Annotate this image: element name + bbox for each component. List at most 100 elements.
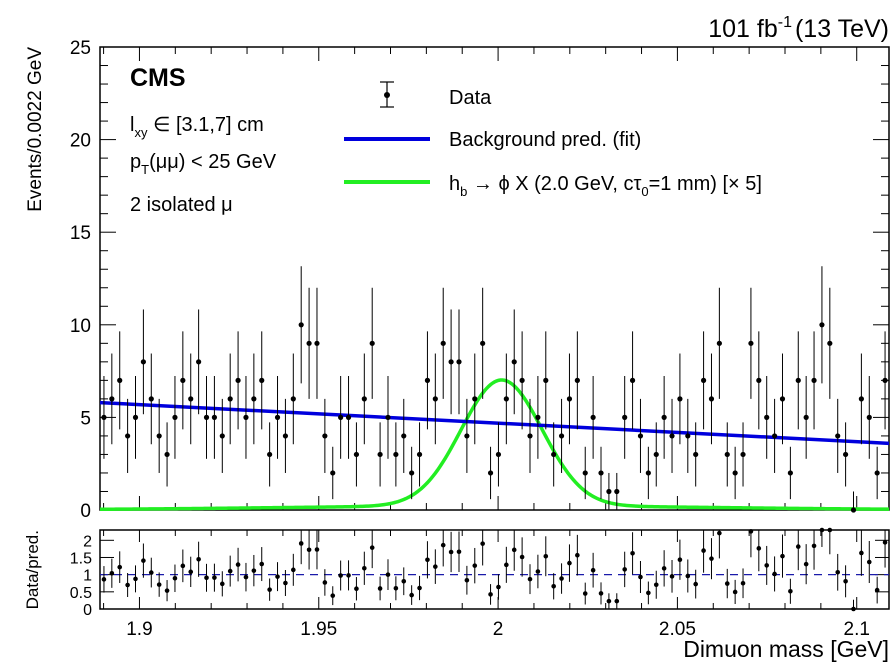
data-marker xyxy=(353,451,360,458)
data-marker xyxy=(771,433,778,439)
ratio-point xyxy=(156,572,162,597)
data-point xyxy=(282,398,289,473)
data-point xyxy=(361,353,367,445)
ratio-marker xyxy=(298,541,304,546)
data-marker xyxy=(850,507,857,513)
data-point xyxy=(456,309,462,415)
data-point xyxy=(480,287,486,399)
data-point xyxy=(874,446,880,500)
ratio-marker xyxy=(101,577,107,582)
ratio-marker xyxy=(133,576,138,582)
data-point xyxy=(432,353,438,445)
data-marker xyxy=(677,396,683,402)
data-point xyxy=(756,331,762,430)
data-point xyxy=(622,375,628,459)
ratio-point xyxy=(322,569,328,596)
ratio-marker xyxy=(456,549,462,555)
ratio-marker xyxy=(212,575,217,580)
ratio-point xyxy=(109,558,115,588)
data-point xyxy=(779,353,786,445)
data-point xyxy=(843,422,849,487)
y-axis-title-top: Events/0.0022 GeV xyxy=(25,47,46,212)
ratio-marker xyxy=(819,527,825,533)
data-point xyxy=(180,331,186,430)
ratio-point xyxy=(504,546,509,583)
ratio-point xyxy=(448,531,454,573)
data-marker xyxy=(543,377,549,383)
ratio-marker xyxy=(141,558,146,563)
data-point xyxy=(117,331,123,430)
ratio-point xyxy=(835,553,841,591)
ratio-point xyxy=(267,578,272,601)
ratio-point xyxy=(543,536,549,577)
ratio-marker xyxy=(866,559,872,565)
data-point xyxy=(495,422,502,487)
y-tick-label-top: 20 xyxy=(70,131,91,152)
ratio-marker xyxy=(717,530,722,536)
data-marker xyxy=(693,451,699,458)
data-marker xyxy=(787,470,793,476)
ratio-marker xyxy=(338,573,343,578)
ratio-marker xyxy=(567,560,572,566)
ratio-marker xyxy=(243,574,249,580)
y-tick-label-top: 25 xyxy=(70,38,91,59)
ratio-point xyxy=(409,585,414,605)
ratio-point xyxy=(748,529,754,558)
ratio-point xyxy=(385,559,391,591)
ratio-marker xyxy=(472,563,478,568)
ratio-marker xyxy=(551,583,556,589)
data-point xyxy=(771,398,778,473)
ratio-point xyxy=(551,573,556,600)
data-marker xyxy=(819,322,825,328)
ratio-marker xyxy=(764,563,770,568)
data-marker xyxy=(306,340,312,346)
ratio-marker xyxy=(251,568,257,573)
data-point xyxy=(393,422,399,487)
ratio-point xyxy=(724,568,730,599)
legend-data-marker xyxy=(380,81,394,108)
ratio-marker xyxy=(330,593,336,598)
data-marker xyxy=(582,470,588,476)
ratio-marker xyxy=(291,567,296,573)
data-point xyxy=(101,375,107,459)
data-point xyxy=(369,287,375,399)
signal-curve-path xyxy=(99,378,890,512)
data-marker xyxy=(598,470,604,476)
data-marker xyxy=(345,414,352,420)
data-point xyxy=(235,331,241,430)
data-marker xyxy=(227,396,233,402)
data-marker xyxy=(330,470,336,476)
data-marker xyxy=(274,414,281,420)
data-marker xyxy=(614,488,620,495)
data-marker xyxy=(401,433,407,439)
data-point xyxy=(267,422,273,487)
data-point xyxy=(795,331,801,430)
ratio-point xyxy=(559,563,564,594)
data-marker xyxy=(251,396,257,402)
ratio-marker xyxy=(235,562,241,567)
data-marker xyxy=(440,340,446,346)
ratio-point xyxy=(401,567,407,596)
data-marker xyxy=(535,414,541,420)
ratio-point xyxy=(172,564,178,593)
ratio-point xyxy=(480,530,485,566)
ratio-marker xyxy=(882,540,888,545)
data-marker xyxy=(874,470,880,476)
data-point xyxy=(716,287,722,399)
data-marker xyxy=(140,359,146,365)
ratio-marker xyxy=(464,577,470,583)
data-point xyxy=(637,398,644,473)
data-marker xyxy=(456,359,462,365)
ratio-marker xyxy=(314,547,320,552)
data-marker xyxy=(203,414,210,420)
data-point xyxy=(543,331,549,430)
data-point xyxy=(125,398,131,473)
ratio-point xyxy=(456,531,462,572)
ratio-marker xyxy=(433,564,438,569)
ratio-point xyxy=(772,556,777,592)
legend: Data Background pred. (fit) hb → ϕ X (2.… xyxy=(344,81,762,199)
data-marker xyxy=(756,377,762,383)
data-marker xyxy=(156,433,162,439)
